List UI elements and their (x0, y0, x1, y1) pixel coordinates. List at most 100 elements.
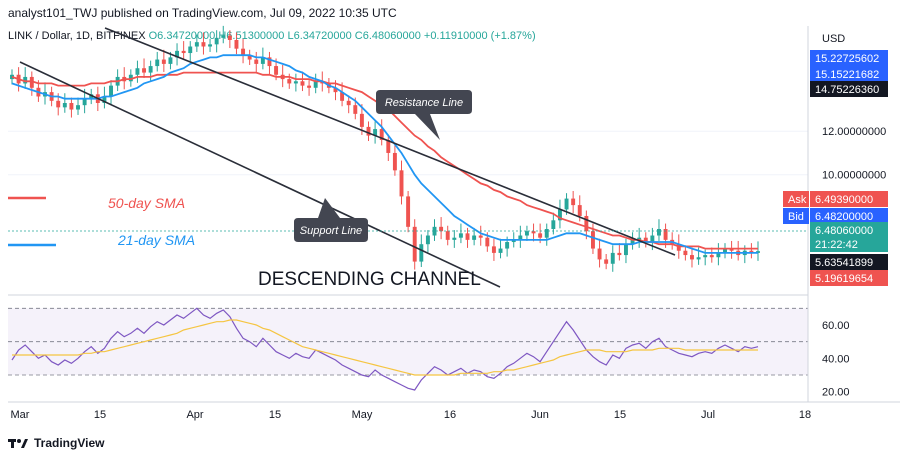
candle-body (181, 50, 186, 54)
candle-body (89, 94, 94, 99)
price-label-value: 6.48060000 (815, 225, 873, 237)
price-chart[interactable]: USD 10.00000000 12.00000000 20.00 40.00 60.… (0, 0, 900, 436)
price-labels: 15.22725602 15.15221682 14.75226360 Ask 6.49… (783, 50, 888, 286)
brand-name: TradingView (34, 436, 105, 450)
candle-body (175, 50, 180, 58)
candle-body (274, 66, 279, 75)
rsi-tick-label: 60.00 (822, 320, 850, 332)
candle-body (729, 248, 734, 251)
candle-body (386, 139, 391, 153)
tradingview-brand[interactable]: TradingView (8, 436, 104, 450)
price-tick-label: 12.00000000 (822, 126, 886, 138)
price-label-box (810, 254, 888, 270)
price-label-box (810, 270, 888, 286)
candle-body (148, 66, 153, 73)
candle-body (201, 42, 206, 47)
price-axis-ticks: 10.00000000 12.00000000 (822, 126, 886, 181)
candle-body (366, 126, 371, 136)
time-tick-label: May (352, 409, 373, 421)
candle-body (544, 229, 549, 238)
candle-body (518, 235, 523, 240)
candle-body (313, 81, 318, 88)
candle-body (498, 248, 503, 253)
candle-body (208, 44, 213, 47)
candle-body (703, 255, 708, 258)
candle-body (227, 35, 232, 40)
price-label-value: 6.48200000 (815, 211, 873, 223)
candle-body (584, 215, 589, 232)
rsi-levels (8, 307, 808, 376)
candle-body (439, 226, 444, 232)
time-tick-label: Mar (11, 409, 30, 421)
candle-body (524, 231, 529, 236)
candle-body (168, 57, 173, 64)
rsi-tick-label: 20.00 (822, 387, 850, 399)
candle-body (102, 96, 107, 103)
candle-body (531, 231, 536, 234)
candle-body (293, 81, 298, 84)
descending-channel (19, 27, 676, 288)
candle-body (194, 42, 199, 47)
candle-body (267, 57, 272, 67)
time-tick-label: 15 (269, 409, 281, 421)
candle-body (307, 85, 312, 88)
candle-body (221, 35, 226, 38)
candle-body (373, 129, 378, 136)
price-label-value: 14.75226360 (815, 84, 879, 96)
symbol-name: LINK / Dollar, 1D, BITFINEX (8, 30, 146, 42)
candle-body (551, 220, 556, 229)
support-label: Support Line (300, 225, 362, 237)
candle-body (69, 103, 74, 110)
candle-body (590, 231, 595, 249)
candle-body (155, 59, 160, 67)
candle-body (663, 229, 668, 240)
candle-body (142, 68, 146, 73)
candle-body (406, 196, 411, 227)
candle-body (643, 237, 648, 243)
candle-body (630, 239, 635, 245)
rsi-axis-ticks: 20.00 40.00 60.00 (822, 320, 850, 399)
candle-body (399, 170, 404, 197)
price-label-tag (783, 191, 809, 207)
time-tick-label: Apr (186, 409, 203, 421)
price-label-tag (783, 208, 809, 224)
sma50-label: 50-day SMA (108, 195, 185, 211)
price-label-value: 21:22:42 (815, 239, 858, 251)
rsi-tick-label: 40.00 (822, 353, 850, 365)
candle-body (109, 85, 113, 97)
candlesticks (10, 25, 760, 272)
candle-body (557, 209, 562, 221)
candle-body (23, 76, 28, 84)
publisher-header: analyst101_TWJ published on TradingView.… (8, 6, 397, 20)
candle-body (76, 105, 80, 110)
price-label-value: 15.15221682 (815, 69, 879, 81)
chart-grid (8, 130, 808, 176)
candle-body (353, 105, 358, 114)
legend-low: L6.34720000 (287, 30, 352, 42)
candle-body (650, 235, 655, 243)
symbol-legend: LINK / Dollar, 1D, BITFINEX O6.34720000 … (8, 30, 536, 42)
tradingview-logo-icon (8, 439, 28, 448)
candle-body (491, 246, 496, 253)
legend-close: C6.48060000 (354, 30, 421, 42)
channel-upper-line (104, 27, 676, 256)
price-label-box (810, 81, 888, 97)
candle-body (333, 87, 338, 93)
candle-body (683, 250, 688, 256)
candle-body (188, 46, 193, 54)
price-label-name: Bid (788, 211, 804, 223)
candle-body (690, 255, 694, 260)
candle-body (300, 81, 305, 86)
candle-body (419, 244, 424, 262)
candle-body (478, 235, 483, 238)
price-axis-label: USD (822, 33, 845, 45)
candle-body (346, 100, 351, 106)
candle-body (617, 252, 622, 256)
candle-body (472, 235, 477, 240)
channel-label: DESCENDING CHANNEL (258, 269, 481, 290)
price-label-value: 15.22725602 (815, 53, 879, 65)
time-tick-label: 15 (94, 409, 106, 421)
rsi-ma-line (12, 319, 758, 376)
candle-body (56, 100, 61, 108)
candle-body (610, 252, 615, 264)
